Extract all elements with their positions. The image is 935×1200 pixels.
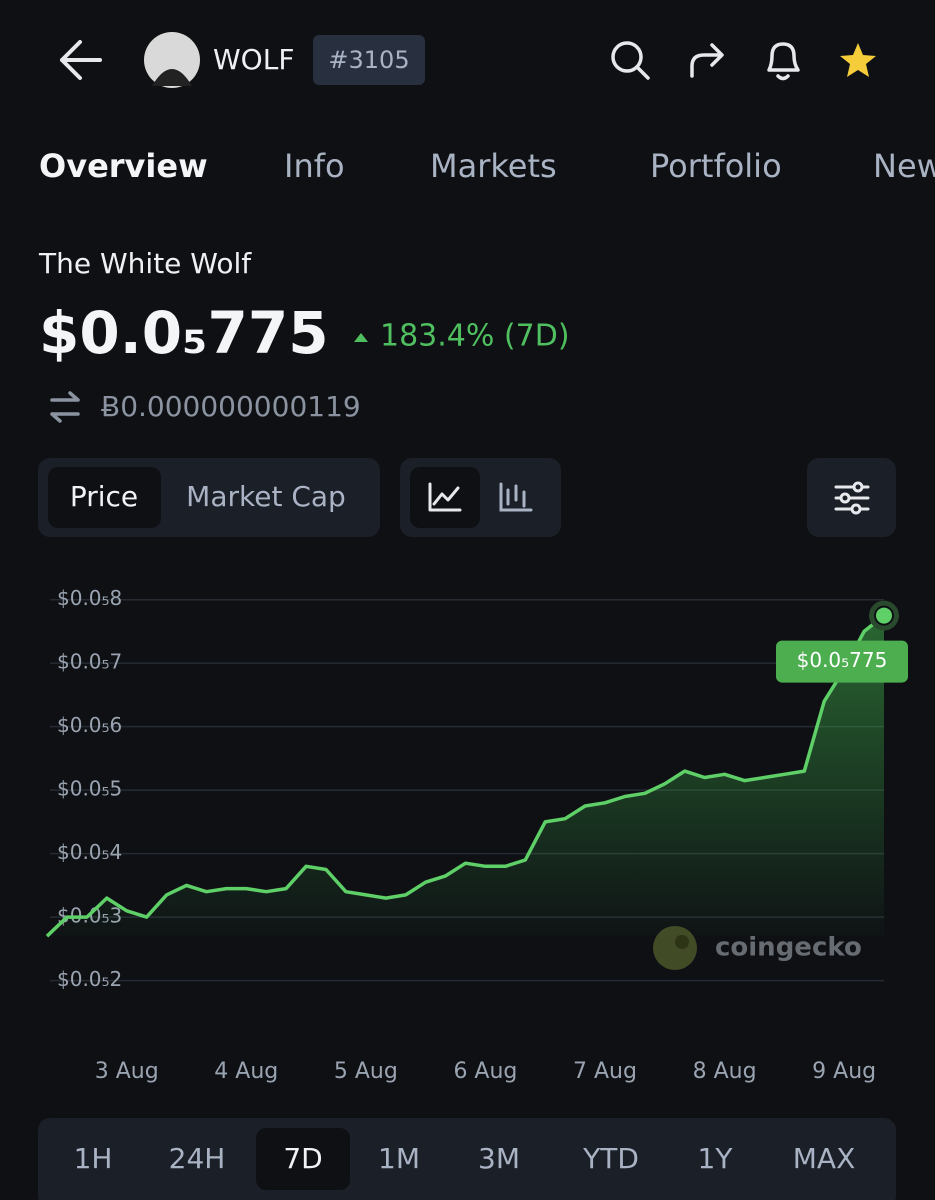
content: WOLF #3105 Overview Info Markets Portfolio N… [38, 32, 935, 1200]
x-tick-label: 6 Aug [453, 1059, 517, 1084]
coin-avatar [144, 32, 200, 88]
watermark: coingecko [715, 933, 862, 963]
settings-icon [834, 481, 870, 515]
x-tick-label: 7 Aug [573, 1059, 637, 1084]
line-chart-icon [428, 482, 462, 512]
star-icon[interactable] [840, 43, 876, 77]
selected-toggle [48, 467, 161, 528]
tab[interactable]: Markets [430, 147, 557, 185]
coin-symbol: WOLF [213, 43, 294, 76]
search-icon[interactable] [611, 41, 650, 80]
watermark-logo-eye [675, 935, 689, 949]
candle-chart-icon[interactable] [499, 482, 533, 512]
y-tick-label: $0.0₅4 [57, 840, 122, 864]
x-tick-label: 9 Aug [812, 1059, 876, 1084]
coin-name: The White Wolf [38, 247, 252, 280]
time-range-buttons: 1H 24H 7D 1M 3M YTD 1Y MAX [74, 1128, 856, 1190]
y-tick-label: $0.0₅5 [57, 777, 122, 801]
range-button[interactable]: 1Y [698, 1142, 734, 1175]
x-tick-label: 5 Aug [334, 1059, 398, 1084]
range-button[interactable]: 24H [169, 1142, 226, 1175]
toggle-market-cap[interactable]: Market Cap [186, 480, 346, 513]
tab[interactable]: Portfolio [650, 147, 782, 185]
tab[interactable]: Info [284, 147, 345, 185]
rank-text: #3105 [328, 46, 409, 74]
value-label: $0.0₅775 [797, 648, 888, 672]
watermark-logo [653, 926, 697, 970]
rank-badge [313, 35, 425, 85]
share-icon[interactable] [690, 43, 724, 78]
value-label-box [776, 640, 908, 683]
btc-price: Ƀ0.000000000119 [101, 390, 361, 423]
y-tick-label: $0.0₅2 [57, 967, 122, 991]
range-button[interactable]: YTD [582, 1142, 639, 1175]
range-button[interactable]: 1M [378, 1142, 420, 1175]
change-arrow [354, 333, 368, 342]
x-tick-label: 3 Aug [95, 1059, 159, 1084]
header-icons [611, 41, 800, 81]
avatar-detail [152, 69, 192, 86]
tab[interactable]: Overview [39, 147, 208, 185]
coin-price: $0.0₅775 [39, 299, 329, 367]
range-button[interactable]: 1H [74, 1142, 113, 1175]
price-change: 183.4% (7D) [380, 319, 570, 354]
y-tick-label: $0.0₅6 [57, 713, 122, 737]
price-chart: $0.0₅8$0.0₅7$0.0₅6$0.0₅5$0.0₅4$0.0₅3$0.0… [45, 586, 908, 1084]
y-tick-label: $0.0₅7 [57, 650, 122, 674]
back-button[interactable] [60, 40, 102, 80]
time-range-bar [38, 1118, 896, 1200]
range-button[interactable]: 3M [478, 1142, 520, 1175]
tab[interactable]: New [873, 147, 935, 185]
end-marker [874, 605, 894, 626]
tab-bar: Overview Info Markets Portfolio New [39, 147, 935, 185]
toggle-price[interactable]: Price [70, 480, 138, 513]
selected-range [256, 1128, 350, 1190]
area-fill [47, 615, 884, 937]
bell-icon[interactable] [767, 42, 800, 81]
swap-icon [50, 391, 80, 423]
x-tick-label: 4 Aug [214, 1059, 278, 1084]
y-tick-label: $0.0₅8 [57, 586, 122, 610]
range-button[interactable]: MAX [793, 1142, 856, 1175]
x-tick-label: 8 Aug [693, 1059, 757, 1084]
price-line [45, 614, 886, 938]
range-button[interactable]: 7D [283, 1142, 322, 1175]
